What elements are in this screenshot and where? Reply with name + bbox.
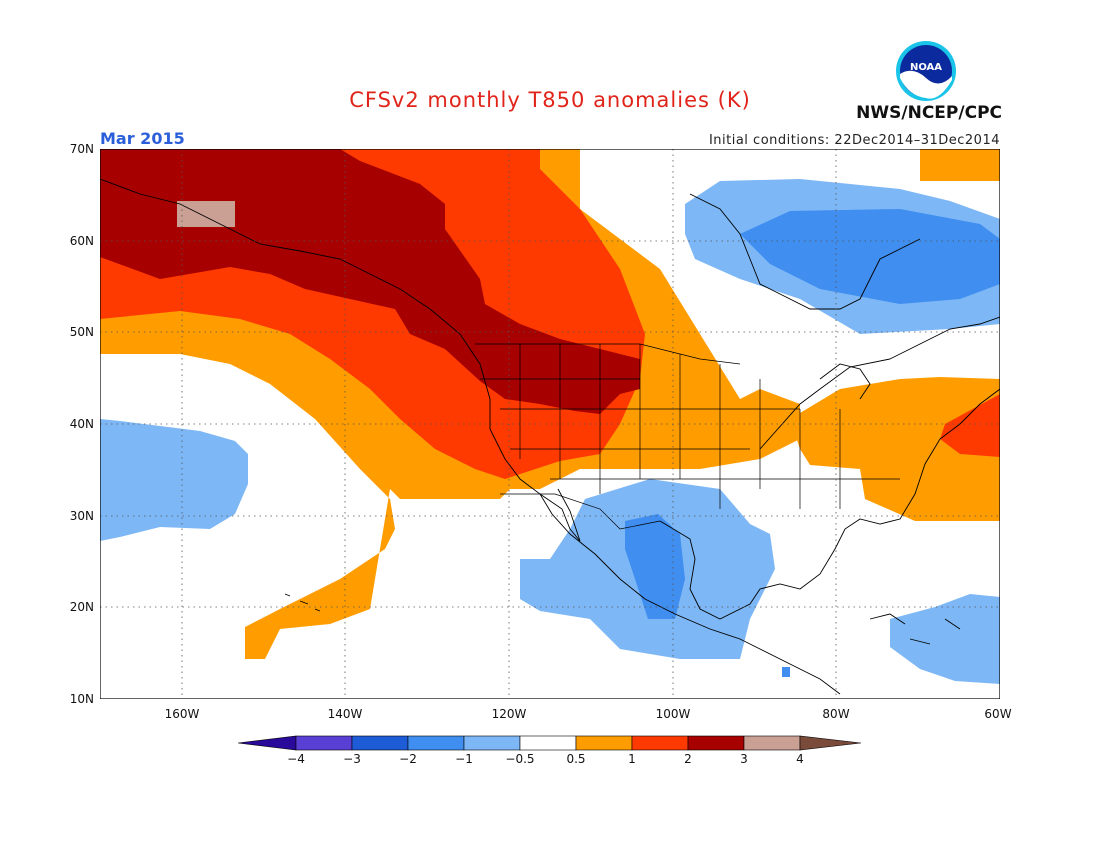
colorbar-label-m4: −4 [287, 752, 305, 766]
initial-conditions: Initial conditions: 22Dec2014–31Dec2014 [708, 133, 1000, 148]
colorbar-swatch-m2-m1 [407, 735, 465, 751]
anomaly-region-orange-east [790, 377, 1000, 521]
colorbar-label-m1: −1 [455, 752, 473, 766]
lat-label-10n: 10N [69, 692, 94, 706]
colorbar-label-3: 3 [740, 752, 748, 766]
colorbar-swatch-m05-05 [519, 735, 577, 751]
lat-label-30n: 30N [69, 509, 94, 523]
lon-label-160w: 160W [164, 707, 200, 721]
colorbar-swatch-gt-4 [799, 735, 862, 751]
colorbar-label-1: 1 [628, 752, 636, 766]
anomaly-map [100, 149, 1000, 699]
anomaly-region-lightblue-atlantic [890, 594, 1000, 684]
forecast-month: Mar 2015 [100, 129, 185, 148]
colorbar-swatch-05-1 [575, 735, 633, 751]
colorbar-label-05: 0.5 [566, 752, 586, 766]
colorbar-swatch-1-2 [631, 735, 689, 751]
graticule [100, 149, 1000, 699]
political-borders [475, 343, 900, 530]
anomaly-region-red-east [940, 394, 1000, 457]
lon-label-60w: 60W [984, 707, 1012, 721]
colorbar-swatch-lt-4 [238, 735, 297, 751]
colorbar [238, 735, 862, 751]
anomaly-region-blue-canada [740, 209, 1000, 304]
colorbar-label-4: 4 [796, 752, 804, 766]
colorbar-label-m05: −0.5 [505, 752, 535, 766]
colorbar-swatch-m3-m2 [351, 735, 409, 751]
lat-label-60n: 60N [69, 234, 94, 248]
colorbar-swatch-m4-m3 [295, 735, 353, 751]
lon-label-120w: 120W [491, 707, 527, 721]
colorbar-label-m3: −3 [343, 752, 361, 766]
colorbar-swatch-m1-m05 [463, 735, 521, 751]
colorbar-swatch-3-4 [743, 735, 801, 751]
lon-label-100w: 100W [655, 707, 691, 721]
colorbar-swatch-2-3 [687, 735, 745, 751]
colorbar-label-m2: −2 [399, 752, 417, 766]
colorbar-label-2: 2 [684, 752, 692, 766]
anomaly-region-blue-mexico [625, 514, 685, 619]
anomaly-region-blue-carib [782, 667, 790, 677]
coastlines [100, 178, 1000, 695]
lon-label-140w: 140W [327, 707, 363, 721]
noaa-logo-icon: NOAA [896, 41, 956, 101]
map-title: CFSv2 monthly T850 anomalies (K) [349, 88, 751, 112]
org-label: NWS/NCEP/CPC [856, 103, 1002, 123]
anomaly-region-tan [177, 201, 235, 227]
lat-label-20n: 20N [69, 600, 94, 614]
lat-label-70n: 70N [69, 142, 94, 156]
lon-label-80w: 80W [822, 707, 850, 721]
lat-label-40n: 40N [69, 417, 94, 431]
anomaly-region-lightblue-pacific [100, 419, 248, 541]
lat-label-50n: 50N [69, 325, 94, 339]
logo-text: NOAA [910, 62, 942, 73]
